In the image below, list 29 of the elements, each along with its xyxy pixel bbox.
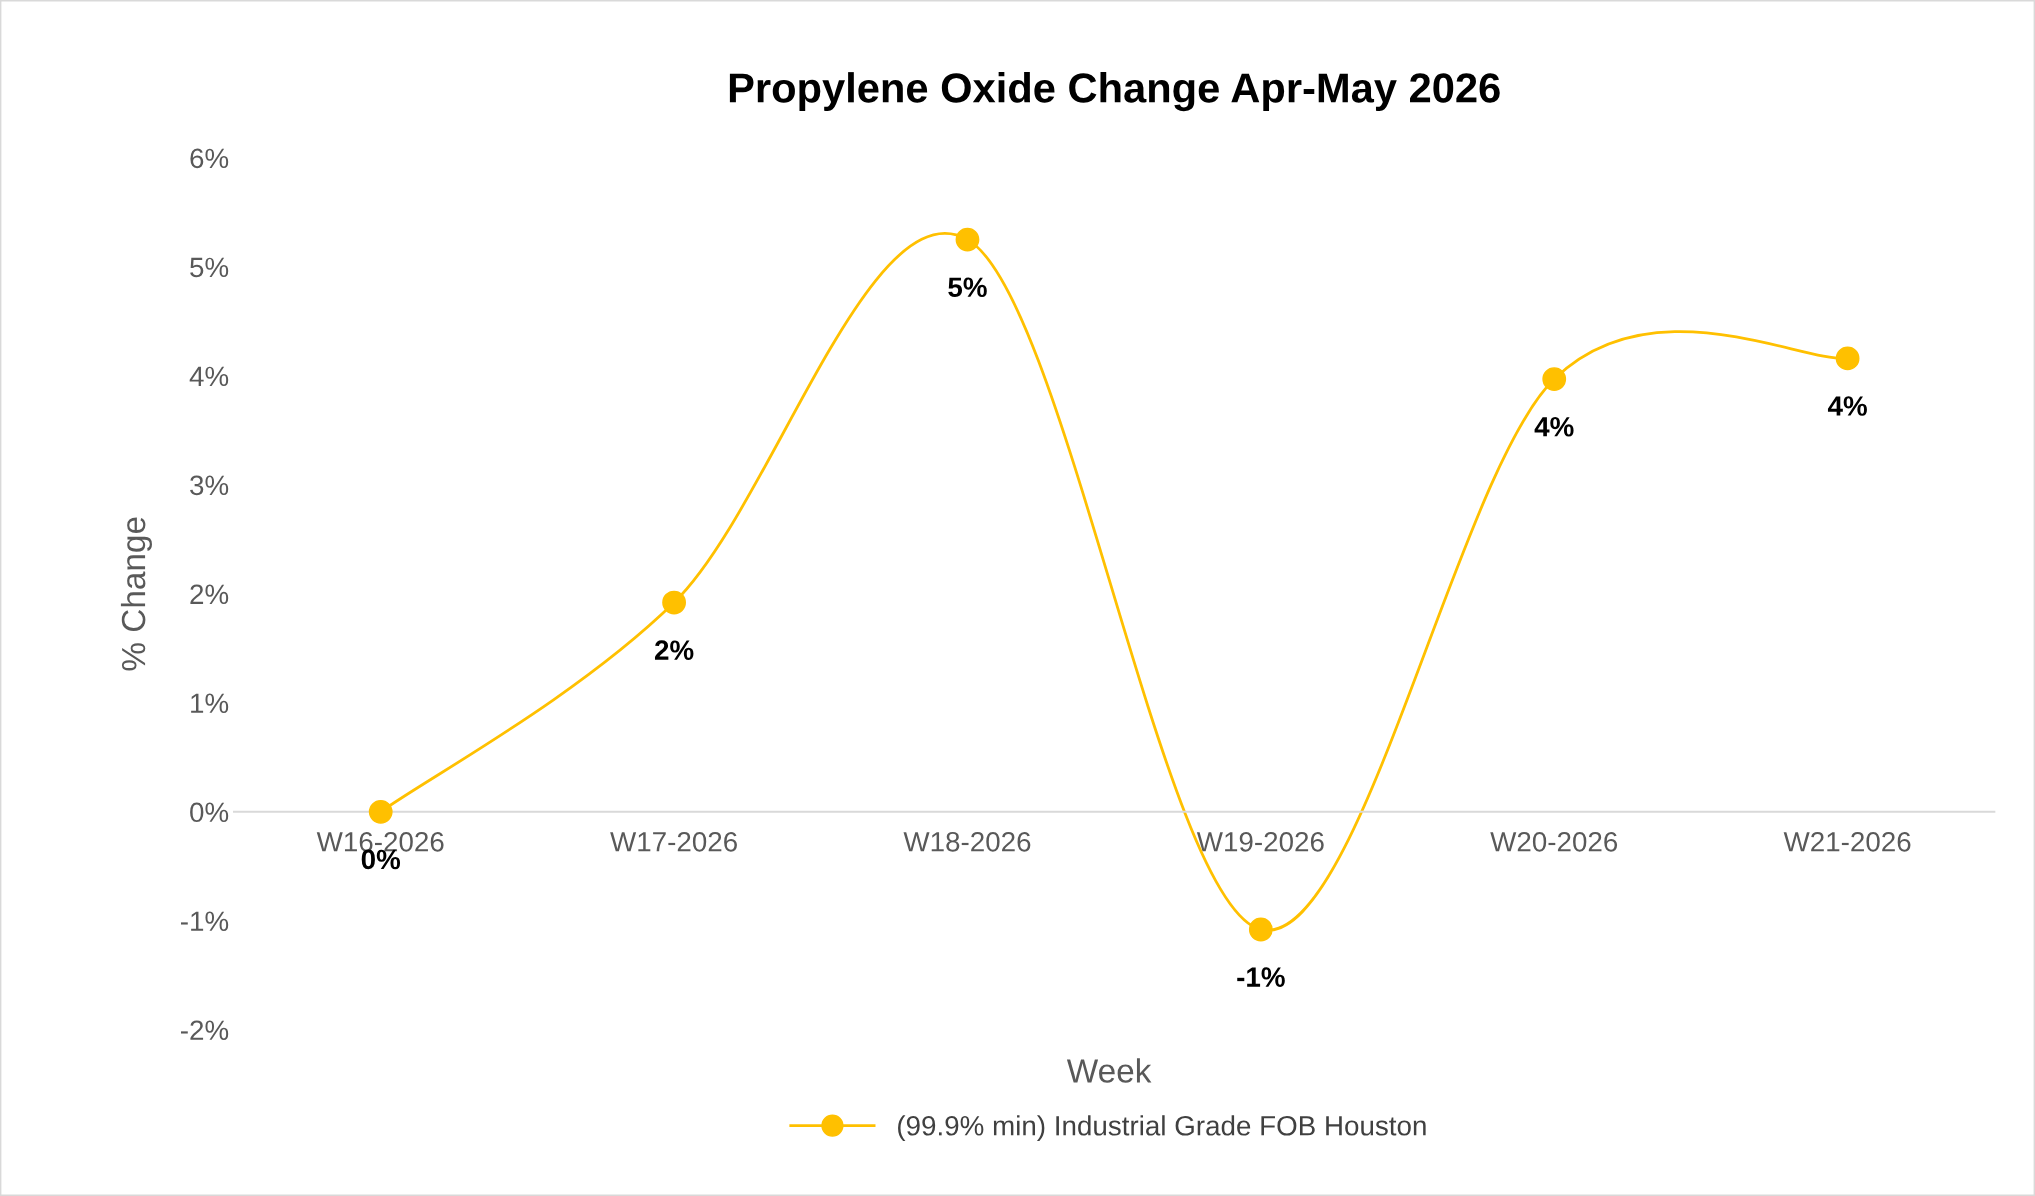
point	[1542, 367, 1567, 392]
x-tick-label: W17-2026	[610, 831, 737, 852]
x-tick-label: W21-2026	[1783, 831, 1911, 852]
y-tick-label: 6%	[190, 148, 229, 169]
data-label: 4%	[1827, 396, 1867, 416]
y-axis-title: % Change	[120, 517, 152, 671]
y-tick-label: -2%	[181, 1020, 229, 1040]
point	[1248, 917, 1273, 942]
x-tick-label: W18-2026	[903, 831, 1031, 852]
data-label: 5%	[948, 277, 987, 298]
y-tick-label: 4%	[189, 366, 229, 387]
point	[368, 799, 393, 824]
y-tick-label: 2%	[190, 584, 229, 605]
y-tick-label: 3%	[190, 475, 229, 496]
point	[662, 590, 686, 615]
x-axis-title: Week	[1066, 1058, 1152, 1083]
y-tick-label: 1%	[191, 693, 229, 714]
data-label: 4%	[1534, 416, 1574, 437]
legend-label: (99.9% min) Industrial Grade FOB Houston	[898, 1115, 1426, 1142]
point	[955, 227, 980, 252]
x-tick-label: W20-2026	[1490, 831, 1618, 852]
data-label: -1%	[1237, 967, 1285, 987]
y-tick-label: 5%	[190, 257, 229, 278]
data-label: 2%	[654, 640, 694, 660]
point	[1835, 346, 1860, 371]
y-tick-label: 0%	[190, 802, 229, 823]
y-tick-label: -1%	[181, 911, 229, 931]
x-tick-label: W19-2026	[1196, 831, 1324, 852]
chart-title: Propylene Oxide Change Apr-May 2026	[729, 72, 1500, 112]
